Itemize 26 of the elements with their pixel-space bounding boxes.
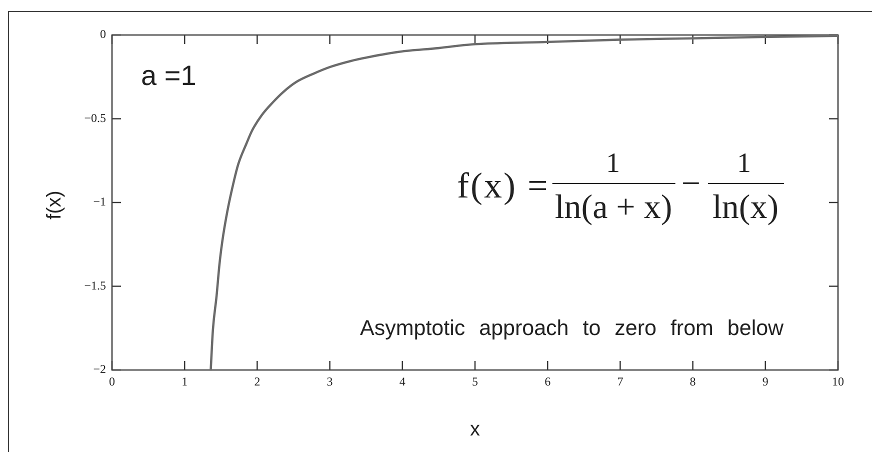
annotation: 1 [737, 148, 751, 179]
x-tick-label: 3 [326, 374, 333, 388]
x-tick-label: 10 [832, 374, 844, 388]
y-tick-label: 0 [100, 27, 106, 42]
annotation: Asymptotic approach to zero from below [360, 316, 784, 340]
annotation: 1 [606, 148, 620, 179]
annotation: − [681, 165, 701, 202]
annotation: f(x) = [457, 165, 550, 206]
x-tick-label: 4 [399, 374, 406, 388]
x-tick-label: 9 [762, 374, 768, 388]
y-tick-label: −0.5 [84, 110, 106, 125]
x-tick-label: 0 [109, 374, 115, 388]
y-tick-label: −1.5 [84, 278, 106, 292]
x-tick-label: 1 [182, 374, 188, 388]
x-tick-label: 5 [472, 374, 478, 388]
x-tick-label: 6 [544, 374, 551, 388]
x-tick-label: 7 [617, 374, 624, 388]
x-tick-label: 8 [690, 374, 696, 388]
x-tick-label: 2 [254, 374, 260, 388]
annotation: ln(a + x) [554, 189, 672, 226]
annotation: a =1 [141, 60, 196, 91]
annotation: ln(x) [712, 189, 779, 226]
y-tick-label: −1 [93, 194, 106, 209]
y-tick-label: −2 [93, 362, 106, 376]
y-axis-title: f(x) [44, 190, 66, 220]
x-axis-title: x [470, 418, 480, 440]
